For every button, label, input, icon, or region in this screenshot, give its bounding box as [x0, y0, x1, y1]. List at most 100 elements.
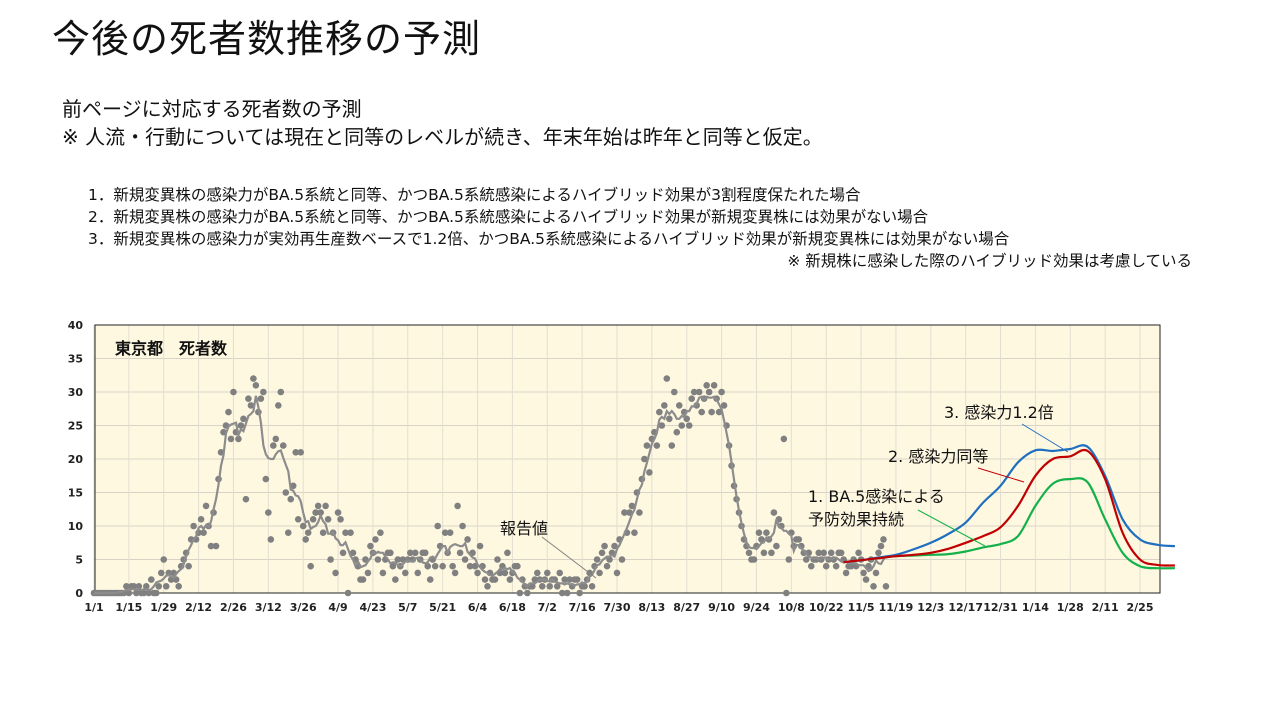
observed-point — [162, 583, 170, 590]
scenario-2: 2．新規変異株の感染力がBA.5系統と同等、かつBA.5系統感染によるハイブリッ… — [88, 208, 929, 226]
observed-point — [374, 556, 382, 563]
observed-point — [317, 509, 324, 516]
observed-point — [596, 569, 603, 577]
observed-point — [481, 576, 489, 583]
observed-point — [516, 589, 524, 597]
observed-point — [758, 536, 765, 543]
observed-point — [294, 516, 302, 523]
observed-point — [820, 549, 828, 557]
observed-point — [598, 549, 606, 557]
observed-point — [439, 562, 446, 570]
observed-point — [750, 556, 758, 563]
observed-point — [780, 435, 788, 443]
observed-point — [297, 449, 305, 456]
observed-point — [392, 576, 399, 583]
y-tick-label: 5 — [75, 554, 83, 567]
observed-point — [446, 529, 454, 536]
observed-point — [783, 589, 790, 597]
observed-point — [449, 562, 456, 570]
observed-point — [670, 388, 678, 396]
hybrid-note: ※ 新規株に感染した際のハイブリッド効果は考慮している — [787, 252, 1192, 270]
x-tick-label: 11/5 — [848, 601, 875, 614]
observed-point — [235, 435, 242, 443]
x-tick-label: 10/22 — [809, 601, 844, 614]
observed-point — [538, 583, 546, 590]
observed-point — [755, 529, 763, 536]
x-tick-label: 3/26 — [290, 601, 317, 614]
forecast-line-scenario-3 — [843, 444, 1175, 564]
observed-point — [431, 562, 439, 570]
label-observed: 報告値 — [500, 519, 548, 538]
observed-point — [484, 583, 491, 590]
observed-point — [402, 569, 409, 577]
observed-point — [618, 556, 626, 563]
observed-point — [157, 569, 165, 577]
observed-point — [250, 375, 257, 382]
observed-point — [327, 556, 334, 563]
x-tick-label: 1/1 — [84, 601, 103, 614]
observed-point — [245, 395, 252, 402]
observed-point — [558, 589, 566, 597]
observed-point — [504, 549, 511, 557]
observed-point — [344, 589, 352, 597]
observed-point — [292, 449, 300, 456]
observed-point — [698, 408, 705, 416]
x-tick-label: 8/27 — [673, 601, 700, 614]
forecast-line-scenario-2 — [843, 448, 1175, 567]
observed-point — [197, 516, 205, 523]
x-tick-label: 6/18 — [499, 601, 526, 614]
observed-point — [143, 583, 150, 590]
x-tick-label: 5/21 — [429, 601, 456, 614]
label-scenario-2: 2. 感染力同等 — [888, 447, 988, 466]
observed-point — [145, 589, 153, 597]
observed-point — [685, 422, 693, 429]
observed-point — [282, 489, 290, 496]
observed-point — [837, 549, 845, 557]
observed-point — [461, 556, 469, 563]
observed-point — [322, 502, 329, 510]
observed-point — [768, 549, 775, 557]
observed-point — [140, 589, 148, 597]
observed-point — [212, 542, 220, 550]
x-tick-label: 1/29 — [150, 601, 177, 614]
observed-point — [720, 402, 728, 409]
observed-point — [872, 569, 880, 577]
observed-point — [695, 388, 703, 396]
x-tick-label: 2/11 — [1092, 601, 1119, 614]
observed-point — [494, 556, 501, 563]
observed-point — [202, 502, 210, 510]
observed-point — [785, 556, 793, 563]
observed-point — [379, 569, 387, 577]
observed-point — [795, 536, 803, 543]
observed-point — [160, 556, 168, 563]
observed-point — [593, 556, 601, 563]
observed-point — [414, 569, 422, 577]
observed-point — [802, 556, 810, 563]
observed-point — [566, 576, 573, 583]
observed-point — [601, 542, 608, 550]
x-tick-label: 12/3 — [917, 601, 944, 614]
observed-point — [688, 395, 696, 402]
observed-point — [135, 583, 143, 590]
x-tick-label: 3/12 — [255, 601, 282, 614]
observed-point — [225, 408, 232, 416]
observed-point — [675, 402, 683, 409]
x-tick-label: 9/24 — [743, 601, 770, 614]
observed-point — [506, 576, 514, 583]
observed-point — [312, 509, 319, 516]
observed-point — [185, 562, 192, 570]
observed-point — [678, 422, 686, 429]
observed-point — [534, 569, 541, 577]
x-tick-label: 9/10 — [708, 601, 735, 614]
observed-point — [200, 529, 207, 536]
observed-point — [877, 542, 885, 550]
observed-point — [606, 556, 613, 563]
observed-point — [267, 536, 275, 543]
observed-point — [307, 562, 314, 570]
observed-point — [334, 509, 342, 516]
observed-point — [441, 529, 449, 536]
observed-point — [272, 435, 280, 443]
observed-average-line — [94, 395, 887, 595]
observed-point — [543, 569, 551, 577]
observed-point — [309, 516, 317, 523]
